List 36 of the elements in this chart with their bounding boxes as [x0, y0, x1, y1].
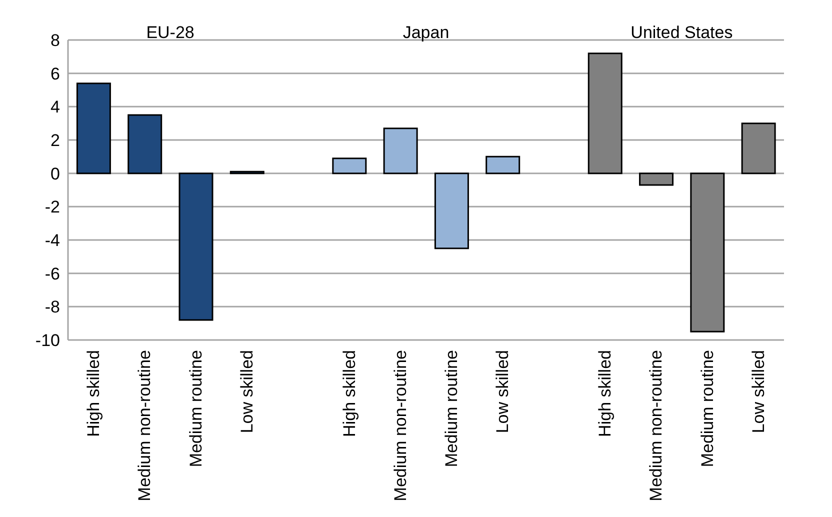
y-tick-label: -6	[44, 264, 60, 284]
y-tick-label: 0	[50, 164, 60, 184]
bar	[332, 158, 367, 174]
y-tick-label: 8	[50, 31, 60, 50]
annotation: EU-28	[146, 23, 194, 42]
x-tick-label: Medium non-routine	[390, 350, 410, 502]
bar	[383, 128, 418, 174]
bar	[434, 172, 469, 250]
annotation: Japan	[402, 23, 450, 42]
x-tick-label: High skilled	[84, 350, 104, 437]
x-tick-label: Medium routine	[186, 350, 206, 468]
y-tick-label: -2	[44, 198, 60, 217]
x-tick-label: Medium non-routine	[646, 350, 666, 502]
bar	[128, 114, 162, 174]
x-tick-label: Low skilled	[748, 350, 768, 434]
bar	[76, 82, 111, 174]
x-tick-label: Low skilled	[238, 350, 256, 434]
y-tick-label: 2	[50, 131, 60, 150]
x-tick-label: Medium routine	[698, 350, 717, 468]
bar	[486, 156, 520, 174]
x-tick-label: Medium routine	[442, 350, 462, 468]
y-tick-label: 6	[50, 64, 60, 84]
y-tick-label: -4	[44, 231, 60, 250]
x-tick-label: Medium non-routine	[135, 350, 154, 502]
bar	[588, 52, 622, 174]
y-tick-label: -10	[35, 331, 60, 350]
bar	[741, 122, 776, 174]
x-tick-label: High skilled	[596, 350, 614, 437]
x-tick-label: Low skilled	[493, 350, 512, 434]
y-tick-label: 4	[50, 98, 60, 117]
bar	[178, 172, 214, 321]
bar	[639, 172, 674, 186]
bar	[690, 172, 725, 332]
annotation: United States	[630, 23, 733, 42]
y-tick-label: -8	[44, 298, 60, 317]
x-tick-label: High skilled	[340, 350, 359, 437]
